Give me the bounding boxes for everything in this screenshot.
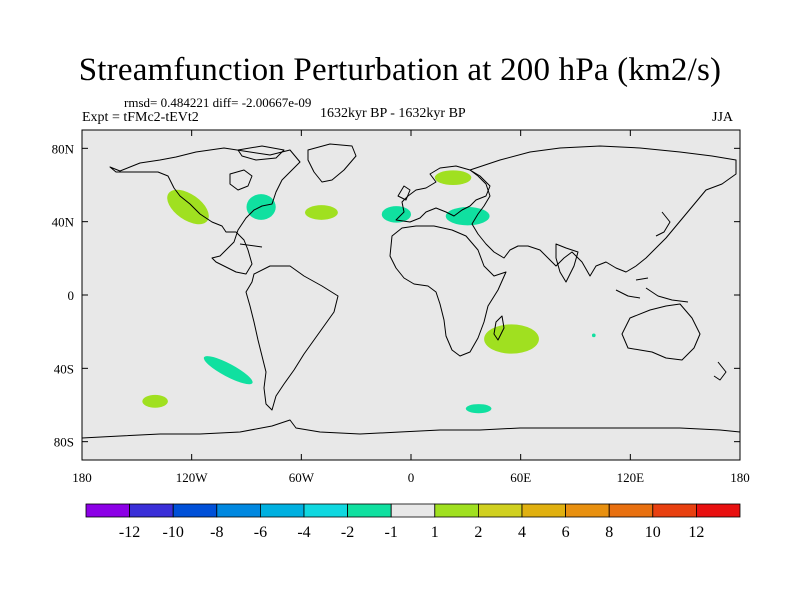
colorbar-swatch <box>434 503 479 518</box>
x-tick-label: 180 <box>730 470 750 485</box>
anomaly-south-pacific <box>203 356 253 385</box>
colorbar-swatch <box>259 503 305 518</box>
colorbar-swatch <box>477 503 523 518</box>
colorbar-swatch <box>608 503 654 518</box>
coast-europe <box>395 165 491 223</box>
anomaly-scandinavia <box>434 170 472 186</box>
y-tick-label: 40S <box>54 361 74 376</box>
colorbar-label: 1 <box>431 524 439 541</box>
x-tick-label: 60W <box>289 470 315 485</box>
coast-greenland <box>307 143 357 183</box>
coastlines <box>81 143 741 439</box>
colorbar-swatch <box>521 503 566 518</box>
y-tick-label: 40N <box>52 215 75 230</box>
colorbar-label: 4 <box>518 524 526 541</box>
x-tick-label: 120E <box>617 470 645 485</box>
coast-hudson <box>229 169 253 191</box>
axis-ticks: 180 120W 60W 0 60E 120E 180 80N 40N 0 40S 80S <box>52 130 750 485</box>
colorbar-swatch <box>303 503 348 518</box>
colorbar-label: 2 <box>474 524 482 541</box>
anomaly-north-atlantic-west <box>304 205 338 220</box>
colorbar-swatch <box>652 503 697 518</box>
coast-cuba <box>239 243 263 248</box>
anomaly-layer <box>142 170 596 414</box>
colorbar-label: -1 <box>385 524 398 541</box>
x-tick-label: 60E <box>510 470 531 485</box>
y-tick-label: 0 <box>68 288 75 303</box>
coast-new-zealand <box>713 361 727 381</box>
x-tick-label: 0 <box>408 470 415 485</box>
colorbar-label: 12 <box>688 524 704 541</box>
coast-south-america <box>245 265 339 411</box>
colorbar-label: -12 <box>119 524 140 541</box>
colorbar-swatch <box>565 503 610 518</box>
colorbar-swatch <box>390 503 436 518</box>
anomaly-southwest-pacific <box>142 394 168 408</box>
colorbar-label: -8 <box>210 524 223 541</box>
coast-africa <box>389 225 507 357</box>
colorbar-swatch <box>347 503 392 518</box>
coast-arctic-isles <box>237 145 285 161</box>
coast-north-america <box>109 147 301 275</box>
anomaly-indian-ocean-small <box>591 333 596 338</box>
season-label: JJA <box>712 110 734 125</box>
colorbar-swatch <box>172 503 218 518</box>
colorbar-label: -2 <box>341 524 354 541</box>
anomaly-great-lakes <box>246 194 276 220</box>
coast-british-isles <box>397 185 411 201</box>
coast-japan <box>655 211 671 237</box>
y-tick-label: 80S <box>54 435 74 450</box>
chart-title: Streamfunction Perturbation at 200 hPa (… <box>78 52 722 88</box>
coast-indonesia <box>615 277 689 303</box>
coast-madagascar <box>493 315 505 341</box>
coast-india <box>555 243 579 283</box>
colorbar-swatch <box>129 503 174 518</box>
colorbar-swatch <box>696 503 741 518</box>
anomaly-black-sea <box>445 207 490 226</box>
colorbar-label: 10 <box>645 524 661 541</box>
x-tick-label: 180 <box>72 470 92 485</box>
experiment-label: Expt = tFMc2-tEVt2 <box>82 110 199 125</box>
anomaly-south-africa <box>484 324 539 354</box>
colorbar-label: -4 <box>297 524 310 541</box>
x-tick-label: 120W <box>176 470 209 485</box>
anomaly-southern-ocean <box>465 404 492 414</box>
coast-asia <box>469 145 737 277</box>
colorbar-swatch <box>216 503 261 518</box>
coast-australia <box>621 303 701 361</box>
coast-antarctica <box>81 419 741 439</box>
colorbar-label: 6 <box>562 524 570 541</box>
colorbar: -12 -10 -8 -6 -4 -2 -1 1 2 4 6 8 10 12 <box>85 503 741 541</box>
colorbar-label: -6 <box>254 524 267 541</box>
stats-text: rmsd= 0.484221 diff= -2.00667e-09 <box>124 95 312 110</box>
colorbar-label: -10 <box>163 524 184 541</box>
period-label: 1632kyr BP - 1632kyr BP <box>320 106 466 121</box>
colorbar-label: 8 <box>605 524 613 541</box>
anomaly-north-america-west <box>167 189 209 225</box>
colorbar-swatch <box>85 503 130 518</box>
map-background <box>82 130 740 460</box>
y-tick-label: 80N <box>52 141 75 156</box>
